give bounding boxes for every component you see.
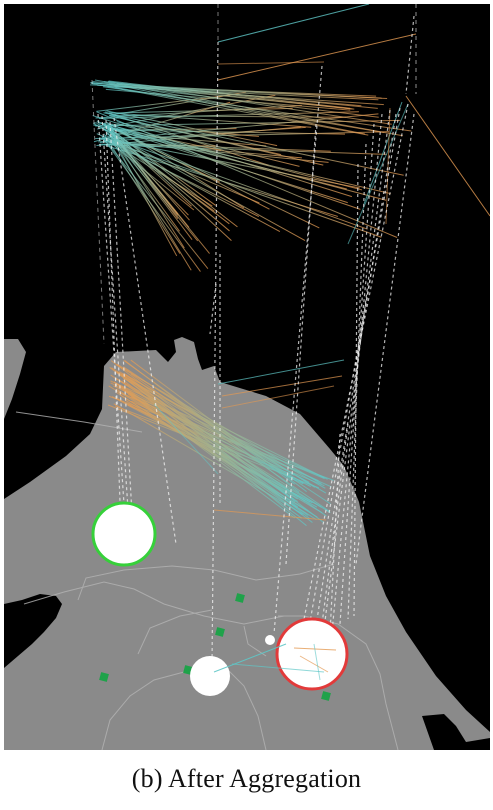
edge — [106, 145, 339, 217]
cluster-edge — [231, 663, 325, 673]
edge — [103, 123, 320, 229]
edge — [104, 140, 209, 270]
edge — [217, 33, 417, 81]
edge — [213, 509, 327, 521]
green-ring-cluster[interactable] — [91, 501, 157, 567]
edge — [106, 110, 278, 147]
edge — [116, 121, 300, 167]
edge — [119, 379, 310, 483]
map-canvas[interactable] — [4, 4, 490, 750]
edge — [217, 359, 345, 385]
edge — [93, 101, 231, 143]
vertical-link — [285, 123, 317, 565]
edge — [108, 83, 366, 135]
edge — [108, 395, 334, 481]
cluster-edge — [313, 643, 321, 681]
white-cluster[interactable] — [190, 656, 230, 696]
cluster-edge — [213, 643, 287, 673]
edge — [115, 87, 384, 134]
vertical-link — [355, 113, 415, 565]
edge — [105, 138, 195, 211]
edge — [106, 125, 232, 241]
edge — [93, 122, 306, 242]
district-marker — [321, 691, 331, 701]
red-ring-cluster[interactable] — [275, 617, 349, 691]
edge — [108, 140, 260, 218]
edge — [108, 129, 179, 215]
edge — [103, 140, 329, 163]
edge — [103, 133, 181, 254]
water-patch — [422, 714, 490, 750]
edge — [108, 80, 351, 109]
district-marker — [99, 672, 109, 682]
land-area — [4, 337, 490, 750]
vertical-link — [105, 119, 121, 503]
vertical-link — [91, 79, 105, 345]
edge — [124, 360, 300, 493]
edge — [109, 115, 347, 118]
edge — [113, 381, 297, 482]
district-marker — [235, 593, 245, 603]
edge — [109, 127, 391, 195]
edge — [104, 125, 387, 201]
edge — [130, 359, 307, 493]
edge — [217, 61, 325, 65]
edge — [99, 142, 331, 152]
vertical-link — [347, 143, 367, 620]
edge — [363, 101, 403, 205]
small-white-cluster[interactable] — [265, 635, 275, 645]
vertical-link — [321, 423, 349, 625]
vertical-link — [209, 283, 217, 335]
edge-bundles — [89, 4, 490, 527]
edge — [103, 112, 404, 176]
edge — [98, 126, 306, 143]
edge — [101, 136, 201, 272]
edge — [116, 371, 304, 484]
edge — [90, 82, 388, 100]
vertical-links — [91, 4, 417, 665]
figure-caption: (b) After Aggregation — [131, 764, 362, 793]
edge — [385, 107, 391, 225]
map-visualization[interactable] — [4, 4, 490, 750]
vertical-link — [97, 113, 125, 505]
edge — [103, 144, 387, 155]
cluster-detail-edges — [213, 643, 337, 681]
edge — [109, 367, 299, 508]
vertical-link — [211, 41, 219, 665]
edge — [221, 375, 343, 397]
edge — [122, 389, 303, 519]
edge — [103, 139, 302, 159]
edge — [109, 131, 185, 249]
vertical-link — [405, 15, 415, 95]
edge — [96, 120, 220, 183]
cluster-edge — [299, 655, 329, 673]
edge — [113, 403, 304, 515]
edge — [104, 134, 368, 230]
edge — [127, 393, 322, 508]
vertical-link — [309, 107, 401, 623]
edge — [113, 381, 298, 503]
edge — [405, 95, 490, 217]
edge — [113, 115, 282, 156]
edge — [111, 136, 199, 242]
vertical-link — [273, 65, 323, 635]
edge — [217, 4, 370, 43]
edge — [110, 132, 267, 147]
edge — [221, 385, 335, 409]
edge — [93, 122, 259, 137]
edge — [105, 88, 351, 111]
cluster-nodes[interactable] — [91, 501, 349, 696]
edge — [92, 80, 355, 110]
edge — [124, 399, 309, 512]
district-marker — [215, 627, 225, 637]
edge — [111, 367, 306, 502]
edge — [153, 403, 219, 475]
